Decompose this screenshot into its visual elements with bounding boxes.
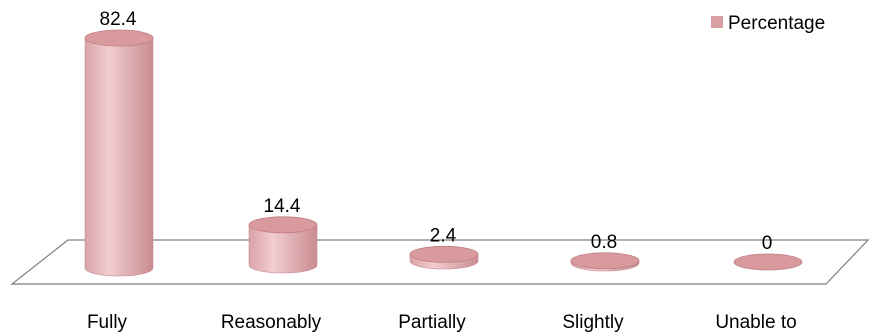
tick-label-unable-to: Unable to: [715, 312, 796, 333]
bar-top-slightly: [570, 252, 640, 270]
bar-top-fully: [84, 29, 154, 47]
legend: Percentage: [711, 13, 825, 34]
bar-reasonably: [248, 216, 318, 274]
bar-slightly: [570, 252, 640, 272]
tick-label-reasonably: Reasonably: [221, 312, 322, 333]
tick-label-partially: Partially: [398, 312, 466, 333]
data-label-unable-to: 0: [762, 233, 773, 254]
data-labels-layer: 82.4 14.4 2.4 0.8 0: [100, 9, 773, 254]
data-label-reasonably: 14.4: [264, 196, 301, 217]
chart-floor: [10, 239, 869, 285]
tick-label-fully: Fully: [87, 312, 128, 333]
bar-body-reasonably: [248, 224, 318, 274]
bars-layer: [84, 29, 803, 277]
tick-label-slightly: Slightly: [562, 312, 624, 333]
legend-label-percentage: Percentage: [728, 13, 825, 34]
bar-body-fully: [84, 37, 154, 277]
bar-unable-to: [733, 253, 803, 271]
bar-fully: [84, 29, 154, 277]
data-label-slightly: 0.8: [591, 232, 617, 253]
bar-partially: [409, 245, 479, 270]
legend-swatch: [711, 16, 723, 28]
data-label-fully: 82.4: [100, 9, 137, 30]
bar-top-unable-to: [733, 253, 803, 271]
category-axis: Fully Reasonably Partially Slightly Unable t…: [87, 312, 797, 333]
bar-top-partially: [409, 245, 479, 263]
bar-top-reasonably: [248, 216, 318, 234]
data-label-partially: 2.4: [430, 225, 457, 246]
